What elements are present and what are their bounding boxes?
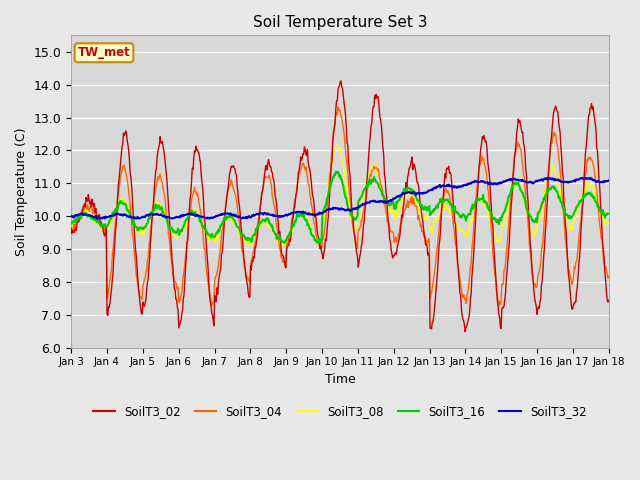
SoilT3_16 — [215, 228, 223, 234]
Title: Soil Temperature Set 3: Soil Temperature Set 3 — [253, 15, 428, 30]
SoilT3_02 — [605, 297, 612, 303]
SoilT3_32 — [188, 211, 195, 216]
SoilT3_04 — [132, 271, 140, 276]
SoilT3_04 — [67, 230, 75, 236]
Line: SoilT3_08: SoilT3_08 — [71, 145, 609, 247]
SoilT3_32 — [586, 175, 594, 180]
SoilT3_32 — [132, 216, 140, 222]
SoilT3_32 — [133, 215, 141, 220]
SoilT3_04 — [216, 250, 224, 255]
SoilT3_16 — [316, 240, 324, 246]
SoilT3_16 — [605, 211, 612, 216]
SoilT3_32 — [422, 190, 429, 196]
Legend: SoilT3_02, SoilT3_04, SoilT3_08, SoilT3_16, SoilT3_32: SoilT3_02, SoilT3_04, SoilT3_08, SoilT3_… — [88, 400, 591, 423]
SoilT3_08 — [333, 143, 340, 148]
SoilT3_04 — [605, 274, 612, 279]
SoilT3_02 — [215, 274, 223, 279]
SoilT3_16 — [332, 169, 340, 175]
SoilT3_16 — [422, 206, 430, 212]
SoilT3_32 — [216, 213, 224, 218]
SoilT3_16 — [187, 212, 195, 217]
SoilT3_16 — [67, 219, 75, 225]
Text: TW_met: TW_met — [77, 46, 131, 59]
SoilT3_02 — [187, 191, 195, 197]
SoilT3_02 — [132, 252, 140, 258]
SoilT3_08 — [67, 228, 75, 234]
SoilT3_08 — [605, 220, 612, 226]
Line: SoilT3_16: SoilT3_16 — [71, 172, 609, 243]
SoilT3_04 — [77, 212, 84, 218]
Line: SoilT3_04: SoilT3_04 — [71, 107, 609, 306]
SoilT3_08 — [132, 224, 140, 229]
Line: SoilT3_32: SoilT3_32 — [71, 178, 609, 219]
SoilT3_16 — [132, 224, 140, 230]
SoilT3_02 — [406, 165, 413, 170]
SoilT3_32 — [605, 178, 612, 183]
SoilT3_08 — [215, 230, 223, 236]
SoilT3_08 — [187, 212, 195, 217]
SoilT3_32 — [67, 213, 75, 219]
SoilT3_08 — [277, 244, 285, 250]
SoilT3_02 — [461, 329, 469, 335]
SoilT3_32 — [77, 211, 84, 216]
SoilT3_02 — [337, 78, 345, 84]
SoilT3_08 — [407, 192, 415, 198]
Y-axis label: Soil Temperature (C): Soil Temperature (C) — [15, 127, 28, 256]
SoilT3_04 — [208, 303, 216, 309]
SoilT3_04 — [334, 104, 342, 110]
X-axis label: Time: Time — [324, 373, 355, 386]
SoilT3_02 — [67, 225, 75, 231]
SoilT3_02 — [77, 212, 84, 217]
SoilT3_08 — [77, 214, 84, 219]
Line: SoilT3_02: SoilT3_02 — [71, 81, 609, 332]
SoilT3_16 — [407, 187, 415, 192]
SoilT3_04 — [407, 195, 415, 201]
SoilT3_16 — [77, 216, 84, 222]
SoilT3_04 — [422, 238, 430, 243]
SoilT3_04 — [187, 205, 195, 211]
SoilT3_02 — [422, 242, 429, 248]
SoilT3_32 — [406, 190, 413, 196]
SoilT3_08 — [422, 216, 430, 222]
